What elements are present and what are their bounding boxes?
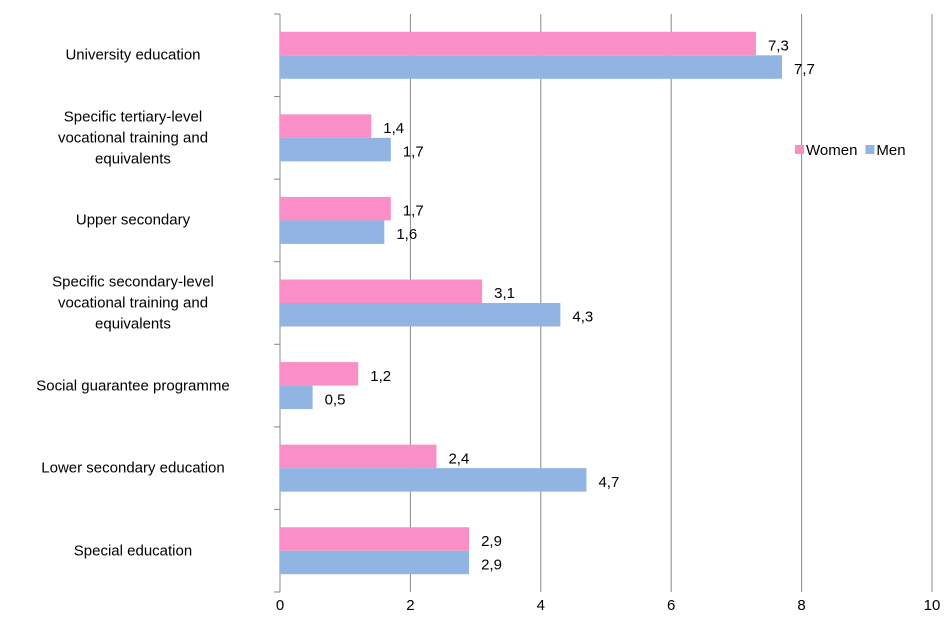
data-label: 1,6 xyxy=(396,226,417,243)
data-label: 4,3 xyxy=(572,309,593,326)
bar xyxy=(280,55,783,79)
data-label: 3,1 xyxy=(494,285,515,302)
data-label: 1,4 xyxy=(383,120,404,137)
y-tick-label: Lower secondary education xyxy=(41,459,225,477)
legend-label: Men xyxy=(876,142,905,159)
bar xyxy=(280,468,587,492)
data-label: 2,4 xyxy=(448,450,469,467)
data-label: 2,9 xyxy=(481,556,502,573)
y-tick-label: Special education xyxy=(73,542,193,560)
x-tick-label: 8 xyxy=(797,597,805,614)
data-label: 1,7 xyxy=(403,203,424,220)
data-label: 1,7 xyxy=(403,144,424,161)
x-tick-label: 10 xyxy=(924,597,941,614)
data-label: 7,7 xyxy=(794,61,815,78)
legend-label: Women xyxy=(806,142,857,159)
x-tick-label: 2 xyxy=(406,597,414,614)
x-tick-label: 4 xyxy=(537,597,545,614)
data-label: 4,7 xyxy=(598,474,619,491)
legend-swatch xyxy=(865,145,875,154)
bar xyxy=(280,196,391,221)
legend-swatch xyxy=(795,145,804,154)
data-label: 0,5 xyxy=(325,391,346,408)
x-tick-label: 0 xyxy=(276,597,284,614)
data-label: 7,3 xyxy=(768,38,789,55)
bar xyxy=(280,527,470,551)
bar xyxy=(280,279,483,303)
x-tick-label: 6 xyxy=(667,597,675,614)
y-tick-label: Specific secondary-level vocational trai… xyxy=(52,273,214,333)
bar xyxy=(280,444,437,469)
y-tick-label: University education xyxy=(65,46,201,64)
bar xyxy=(280,303,561,327)
bar xyxy=(280,550,470,575)
y-tick-label: Specific tertiary-level vocational train… xyxy=(57,108,209,168)
bar xyxy=(280,31,756,56)
bar xyxy=(280,137,391,162)
bar xyxy=(280,362,359,386)
data-label: 2,9 xyxy=(481,533,502,550)
bar xyxy=(280,385,313,410)
bar xyxy=(280,114,372,138)
bar xyxy=(280,220,385,244)
y-tick-label: Upper secondary xyxy=(75,211,191,229)
data-label: 1,2 xyxy=(370,368,391,385)
y-tick-label: Social guarantee programme xyxy=(36,377,230,395)
